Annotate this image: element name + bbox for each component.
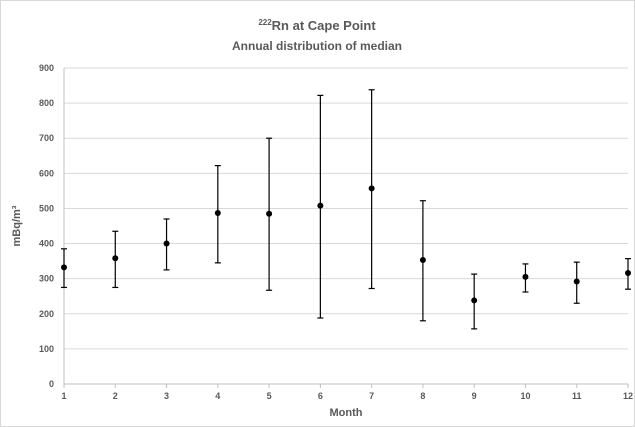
x-tick-label-11: 11 — [572, 391, 582, 401]
data-point-3 — [163, 240, 170, 247]
x-tick-label-6: 6 — [318, 391, 323, 401]
x-axis-label: Month — [330, 407, 363, 419]
data-point-5 — [266, 210, 273, 217]
chart-title: 222Rn at Cape Point — [258, 18, 376, 33]
error-bars — [61, 89, 631, 330]
x-tick-label-9: 9 — [472, 391, 477, 401]
x-tick-label-12: 12 — [623, 391, 633, 401]
data-point-8 — [419, 257, 426, 264]
data-point-7 — [368, 185, 375, 192]
data-point-9 — [471, 297, 478, 304]
y-tick-label-4: 400 — [39, 239, 54, 249]
data-point-1 — [61, 264, 67, 271]
y-tick-label-2: 200 — [39, 309, 54, 319]
y-tick-label-8: 800 — [39, 98, 54, 108]
data-points — [61, 185, 631, 304]
grid-layer — [64, 67, 628, 350]
y-tick-label-9: 900 — [39, 63, 54, 73]
y-tick-label-1: 100 — [39, 344, 54, 354]
chart-title-superscript: 222 — [258, 18, 272, 27]
data-point-10 — [522, 273, 529, 280]
x-tick-label-5: 5 — [267, 391, 272, 401]
data-point-12 — [625, 270, 631, 277]
y-tick-label-3: 300 — [39, 274, 54, 284]
x-tick-label-1: 1 — [61, 391, 66, 401]
x-tick-label-2: 2 — [113, 391, 118, 401]
y-axis-label: mBq/m³ — [11, 205, 23, 246]
data-point-4 — [214, 210, 221, 217]
y-tick-label-0: 0 — [49, 379, 54, 389]
data-point-2 — [112, 255, 119, 262]
data-point-6 — [317, 202, 324, 209]
x-tick-label-4: 4 — [215, 391, 220, 401]
x-tick-label-3: 3 — [164, 391, 169, 401]
data-point-11 — [573, 278, 580, 285]
y-tick-label-5: 500 — [39, 203, 54, 213]
y-tick-label-7: 700 — [39, 133, 54, 143]
x-tick-label-10: 10 — [520, 391, 530, 401]
chart-title-text: Rn at Cape Point — [272, 18, 377, 33]
axis-layer — [63, 68, 629, 388]
x-tick-label-8: 8 — [420, 391, 425, 401]
y-tick-label-6: 600 — [39, 168, 54, 178]
chart-subtitle: Annual distribution of median — [232, 39, 402, 53]
x-tick-labels: 1 2 3 4 5 6 7 8 9 10 11 12 — [61, 391, 633, 401]
x-tick-label-7: 7 — [369, 391, 374, 401]
y-tick-labels: 0 100 200 300 400 500 600 700 800 900 — [39, 63, 54, 389]
